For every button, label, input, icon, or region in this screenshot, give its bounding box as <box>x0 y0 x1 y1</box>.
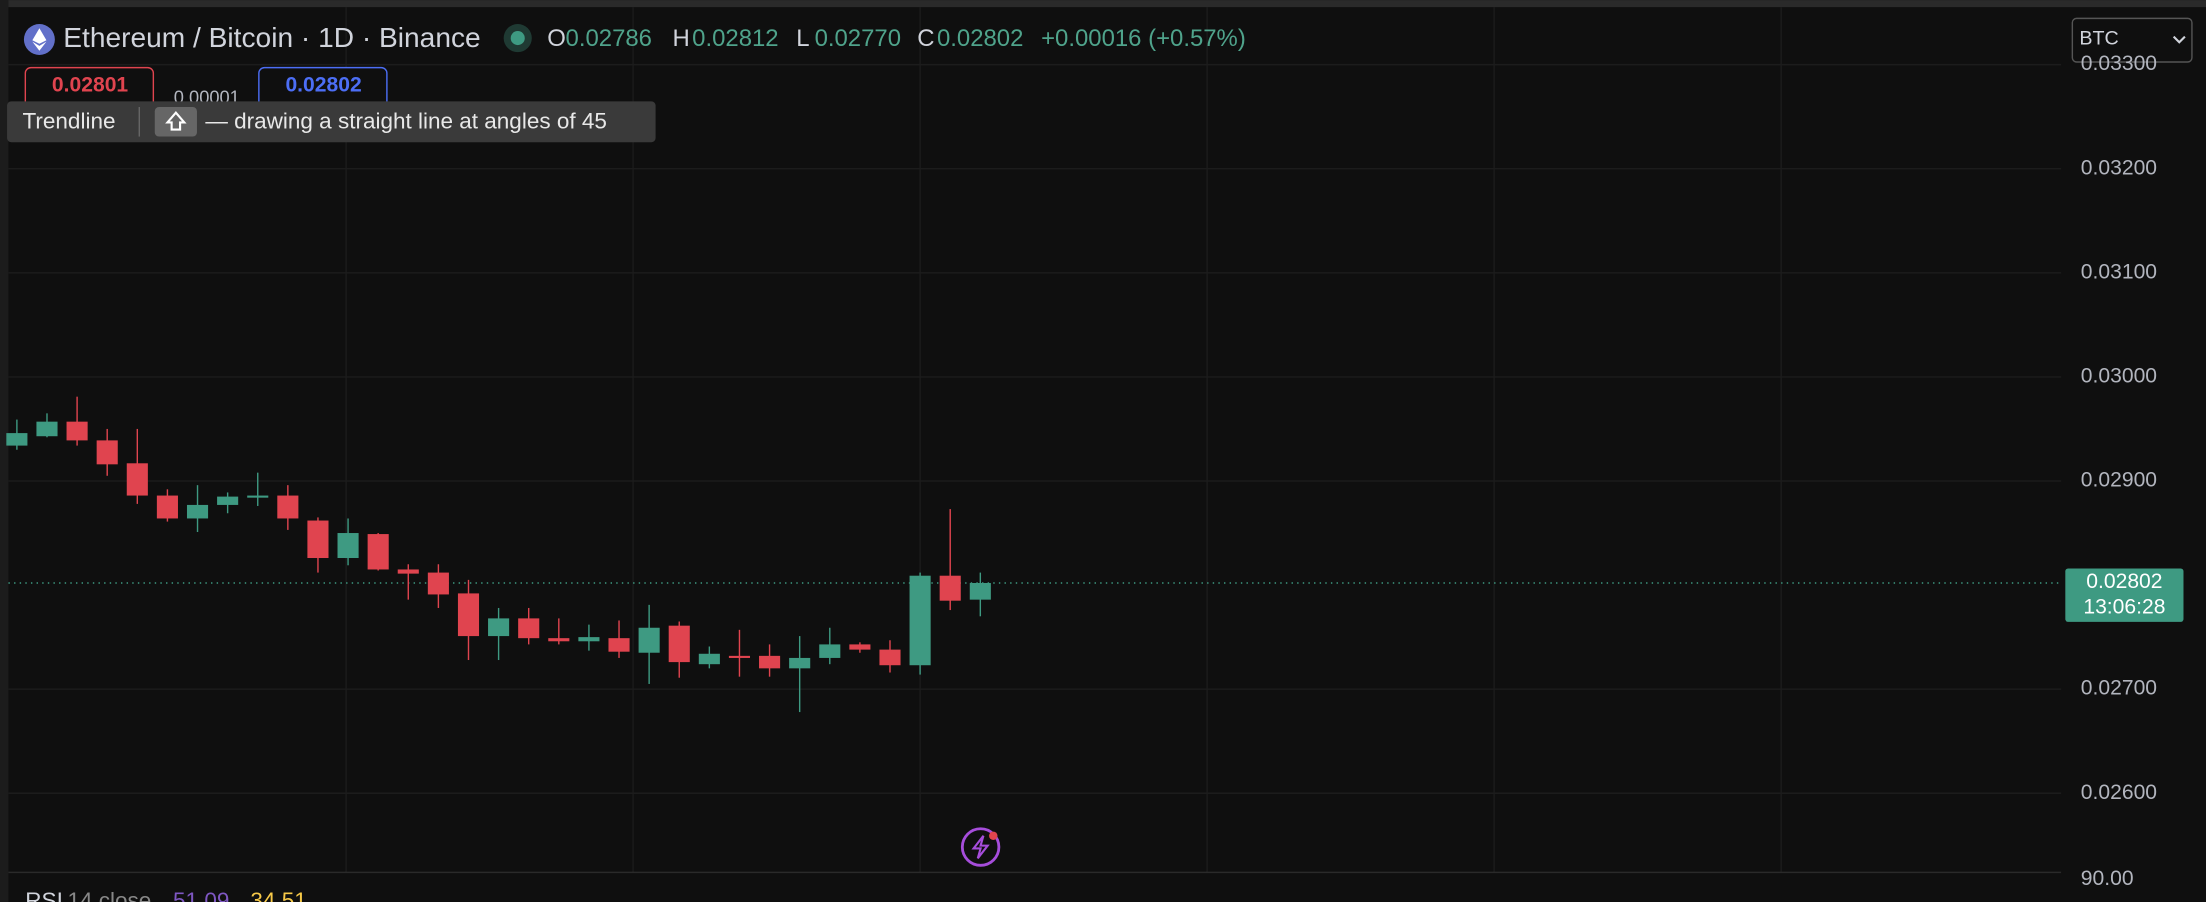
symbol-title[interactable]: Ethereum / Bitcoin · 1D · Binance <box>63 22 480 53</box>
candle-body <box>126 463 148 496</box>
buy-price: 0.02802 <box>285 73 361 96</box>
candle-body <box>337 533 359 559</box>
candle-body <box>698 653 720 665</box>
price-label-box <box>2065 568 2184 622</box>
price-pane <box>6 63 2062 794</box>
y-tick-label: 0.03300 <box>2081 52 2157 75</box>
candle-body <box>457 593 480 637</box>
high-label: H <box>672 25 689 52</box>
candle-body <box>638 627 660 653</box>
chevron <box>2172 35 2186 44</box>
candle-body <box>578 637 600 642</box>
candle-body <box>367 534 389 570</box>
candle-body <box>66 421 88 441</box>
shift-glyph <box>165 111 187 131</box>
change: +0.00016 (+0.57%) <box>1041 25 1246 52</box>
rsi-axis-label: 90.00 <box>2081 867 2134 890</box>
lightning-button[interactable] <box>960 827 1001 867</box>
candle-body <box>608 638 630 652</box>
open-value: 0.02786 <box>566 25 652 52</box>
low-value: 0.02770 <box>815 25 901 52</box>
eth-glyph <box>32 28 47 51</box>
close-label: C <box>917 25 934 52</box>
rsi-params: 14 close <box>68 888 152 902</box>
candle-body <box>518 618 540 639</box>
candle-body <box>488 618 510 637</box>
rsi-name: RSI <box>25 888 63 902</box>
candle-body <box>397 569 419 574</box>
market-status-dot <box>510 31 525 46</box>
currency-text: BTC <box>2079 28 2118 50</box>
candle-body <box>156 495 178 519</box>
candle-body <box>186 504 209 519</box>
y-tick-label: 0.02600 <box>2081 781 2157 804</box>
y-tick-label: 0.03200 <box>2081 156 2157 179</box>
price-label: 0.02802 <box>2086 570 2162 593</box>
candle-body <box>879 649 901 666</box>
left-frame <box>0 0 9 902</box>
candle-body <box>6 433 28 446</box>
y-tick-label: 0.03000 <box>2081 364 2157 387</box>
candle-body <box>277 495 299 519</box>
tooltip-hint: — drawing a straight line at angles of 4… <box>205 108 606 133</box>
tooltip-tool: Trendline <box>23 108 116 133</box>
candle-body <box>307 520 329 559</box>
candle-body <box>728 655 751 658</box>
candle-body <box>217 496 239 505</box>
shift-key <box>154 107 197 137</box>
candle-body <box>96 440 118 465</box>
candle-body <box>759 655 781 669</box>
high-value: 0.02812 <box>692 25 778 52</box>
candle-body <box>849 644 871 650</box>
close-value: 0.02802 <box>937 25 1023 52</box>
candle-body <box>789 657 811 669</box>
candle-body <box>668 625 690 663</box>
candle-body <box>939 575 961 601</box>
countdown: 13:06:28 <box>2083 595 2165 618</box>
candle-body <box>819 644 841 658</box>
notification-dot <box>989 831 998 841</box>
rsi-value1: 51.09 <box>173 888 229 902</box>
y-tick-label: 0.03100 <box>2081 260 2157 283</box>
top-frame <box>0 0 2206 8</box>
y-tick-label: 0.02900 <box>2081 469 2157 492</box>
candle-body <box>247 495 269 498</box>
rsi-value2: 34.51 <box>250 888 306 902</box>
y-tick-label: 0.02700 <box>2081 677 2157 700</box>
candle-body <box>969 582 991 600</box>
vertical-grid <box>345 7 1782 873</box>
sell-price: 0.02801 <box>52 73 129 96</box>
candle-body <box>909 575 931 666</box>
low-label: L <box>796 25 809 52</box>
open-label: O <box>547 25 566 52</box>
currency-select[interactable] <box>2071 17 2193 63</box>
candle-body <box>36 421 58 437</box>
lightning-glyph <box>971 835 990 859</box>
candle-body <box>548 638 570 642</box>
candle-body <box>427 572 449 595</box>
